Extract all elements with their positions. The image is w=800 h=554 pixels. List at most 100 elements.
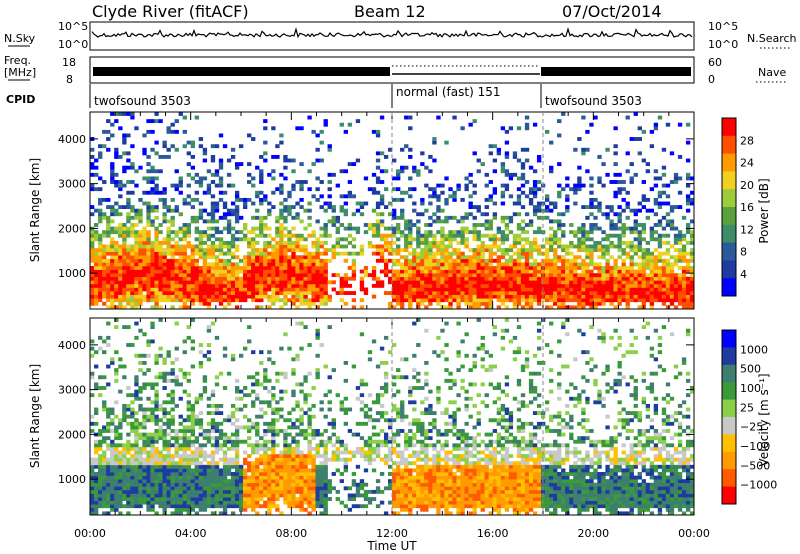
- heatmap-cell: [251, 486, 256, 491]
- heatmap-cell: [641, 262, 646, 267]
- heatmap-cell: [94, 482, 99, 487]
- heatmap-cell: [134, 482, 139, 487]
- heatmap-cell: [448, 240, 453, 245]
- heatmap-cell: [295, 215, 300, 220]
- heatmap-cell: [178, 497, 183, 501]
- heatmap-cell: [561, 262, 566, 267]
- heatmap-cell: [597, 291, 602, 295]
- heatmap-cell: [617, 266, 622, 270]
- heatmap-cell: [106, 291, 111, 295]
- heatmap-cell: [484, 197, 489, 202]
- heatmap-cell: [573, 190, 578, 195]
- heatmap-cell: [259, 305, 264, 310]
- heatmap-cell: [122, 169, 127, 174]
- heatmap-cell: [122, 464, 127, 469]
- heatmap-cell: [440, 294, 445, 299]
- heatmap-cell: [174, 119, 179, 124]
- heatmap-cell: [198, 432, 204, 437]
- heatmap-cell: [549, 298, 554, 303]
- heatmap-cell: [416, 255, 421, 260]
- heatmap-cell: [218, 133, 224, 138]
- heatmap-cell: [243, 479, 248, 484]
- heatmap-cell: [126, 212, 131, 217]
- heatmap-cell: [480, 287, 485, 292]
- heatmap-cell: [146, 353, 151, 358]
- heatmap-cell: [432, 212, 437, 217]
- heatmap-cell: [524, 276, 530, 281]
- heatmap-cell: [110, 357, 115, 362]
- heatmap-cell: [573, 273, 578, 278]
- heatmap-cell: [166, 237, 171, 242]
- heatmap-cell: [536, 251, 542, 256]
- heatmap-cell: [174, 273, 179, 278]
- heatmap-cell: [106, 137, 111, 141]
- heatmap-cell: [126, 461, 131, 466]
- heatmap-cell: [114, 201, 119, 206]
- heatmap-cell: [504, 294, 510, 299]
- heatmap-cell: [557, 244, 562, 249]
- heatmap-cell: [464, 183, 469, 188]
- heatmap-cell: [154, 375, 159, 380]
- heatmap-cell: [102, 280, 107, 285]
- heatmap-cell: [476, 305, 481, 310]
- heatmap-cell: [263, 439, 268, 444]
- heatmap-cell: [243, 266, 248, 270]
- heatmap-cell: [649, 283, 655, 288]
- heatmap-cell: [218, 489, 224, 494]
- heatmap-cell: [557, 258, 562, 263]
- heatmap-cell: [440, 233, 445, 238]
- heatmap-cell: [383, 266, 389, 270]
- heatmap-cell: [202, 500, 208, 505]
- heatmap-cell: [347, 276, 353, 281]
- heatmap-cell: [114, 432, 119, 437]
- heatmap-cell: [146, 233, 151, 238]
- heatmap-cell: [247, 276, 252, 281]
- heatmap-cell: [218, 475, 224, 480]
- heatmap-cell: [589, 262, 594, 267]
- heatmap-cell: [420, 237, 425, 242]
- heatmap-cell: [150, 251, 155, 256]
- heatmap-cell: [190, 454, 195, 458]
- heatmap-cell: [315, 262, 320, 267]
- heatmap-cell: [428, 262, 433, 267]
- heatmap-cell: [255, 269, 260, 274]
- heatmap-cell: [202, 176, 208, 181]
- heatmap-cell: [142, 190, 147, 195]
- heatmap-cell: [404, 165, 409, 170]
- heatmap-cell: [508, 215, 514, 220]
- heatmap-cell: [673, 233, 679, 238]
- heatmap-cell: [677, 251, 683, 256]
- heatmap-cell: [545, 240, 550, 245]
- heatmap-cell: [500, 276, 506, 281]
- heatmap-cell: [528, 255, 534, 260]
- heatmap-cell: [432, 255, 437, 260]
- heatmap-cell: [202, 353, 208, 358]
- heatmap-cell: [283, 294, 288, 299]
- heatmap-cell: [234, 482, 240, 487]
- heatmap-cell: [138, 248, 143, 252]
- heatmap-cell: [597, 262, 602, 267]
- heatmap-cell: [516, 187, 522, 192]
- heatmap-cell: [263, 454, 268, 458]
- heatmap-cell: [488, 269, 493, 274]
- heatmap-cell: [247, 230, 252, 235]
- heatmap-cell: [118, 226, 123, 231]
- heatmap-cell: [327, 172, 332, 177]
- heatmap-cell: [657, 251, 663, 256]
- heatmap-cell: [504, 223, 510, 227]
- heatmap-cell: [311, 255, 316, 260]
- heatmap-cell: [202, 147, 208, 152]
- heatmap-cell: [468, 205, 473, 210]
- heatmap-cell: [504, 172, 510, 177]
- heatmap-cell: [641, 226, 646, 231]
- heatmap-cell: [323, 262, 328, 267]
- heatmap-cell: [512, 212, 518, 217]
- heatmap-cell: [412, 223, 417, 227]
- heatmap-cell: [480, 162, 485, 167]
- heatmap-cell: [154, 457, 159, 462]
- heatmap-cell: [210, 205, 216, 210]
- heatmap-cell: [520, 276, 526, 281]
- heatmap-cell: [118, 472, 123, 476]
- heatmap-cell: [190, 255, 195, 260]
- heatmap-cell: [247, 486, 252, 491]
